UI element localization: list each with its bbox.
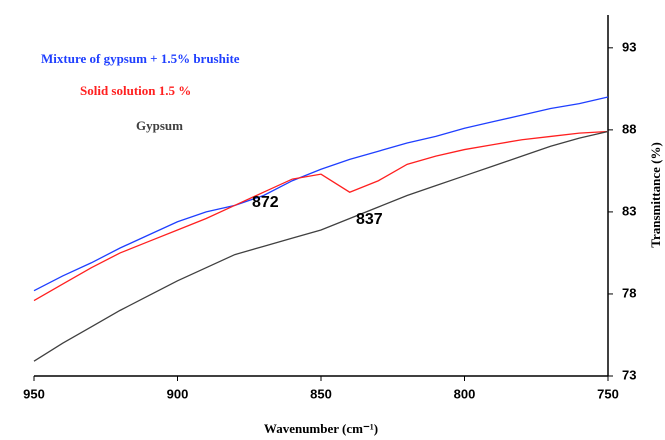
- y-tick-label: 88: [622, 121, 636, 136]
- y-tick-label: 93: [622, 39, 636, 54]
- series-line: [33, 96, 609, 292]
- x-tick-label: 800: [454, 386, 476, 401]
- x-tick-label: 850: [310, 386, 332, 401]
- x-tick-label: 750: [597, 386, 619, 401]
- legend-label: Gypsum: [136, 118, 183, 133]
- annotation: 837: [356, 211, 383, 228]
- legend-label: Mixture of gypsum + 1.5% brushite: [41, 51, 240, 66]
- x-axis-title: Wavenumber (cm⁻¹): [264, 421, 378, 436]
- series-line: [33, 130, 609, 362]
- y-tick-label: 73: [622, 367, 636, 382]
- y-tick-label: 78: [622, 285, 636, 300]
- legend-label: Solid solution 1.5 %: [80, 83, 191, 98]
- annotation: 872: [252, 194, 279, 211]
- x-tick-label: 950: [23, 386, 45, 401]
- y-tick-label: 83: [622, 203, 636, 218]
- y-axis-title: Transmittance (%): [648, 142, 663, 248]
- series-line: [33, 130, 609, 302]
- x-tick-label: 900: [167, 386, 189, 401]
